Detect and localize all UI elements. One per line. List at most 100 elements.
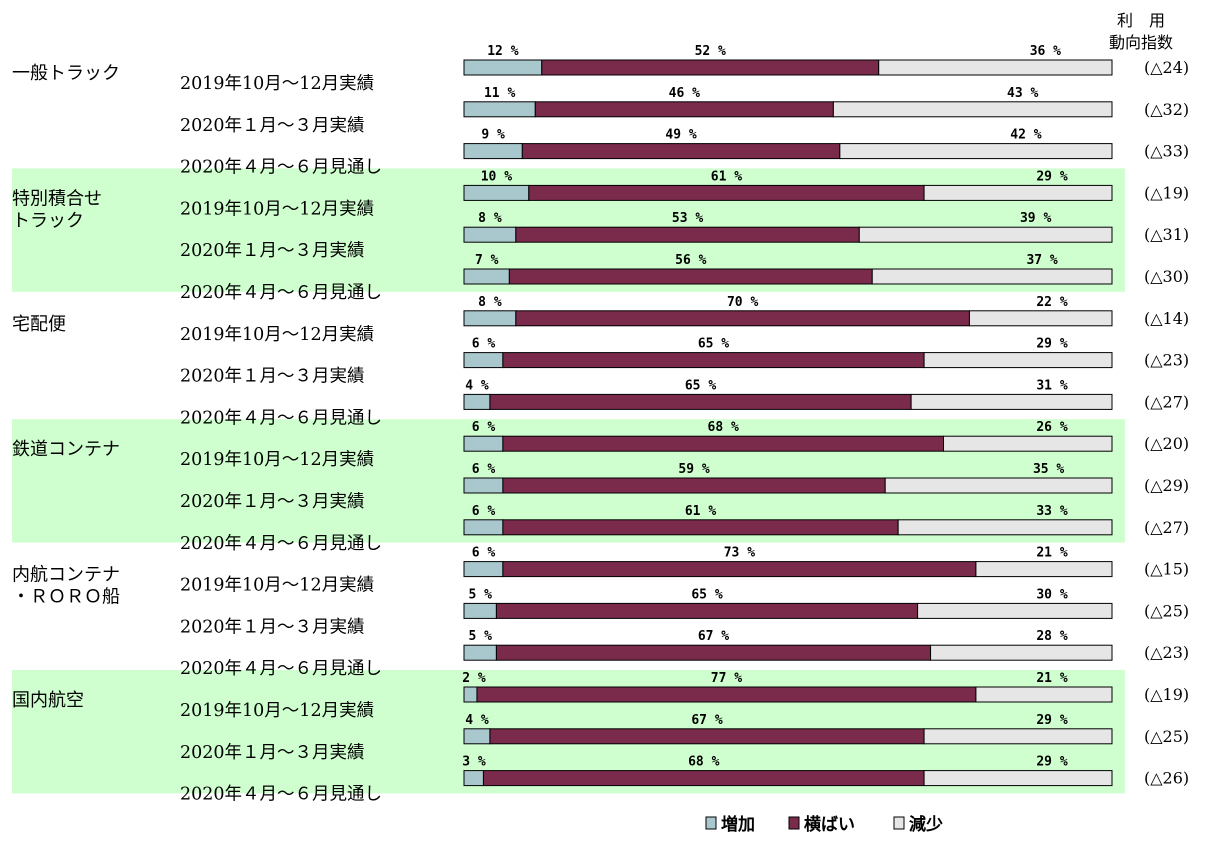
bar-segment-decrease bbox=[897, 519, 1113, 536]
bar-segment-decrease bbox=[923, 728, 1113, 745]
period-label: 2019年10月～12月実績 bbox=[180, 325, 374, 345]
category-label: 内航コンテナ bbox=[12, 565, 120, 586]
bar-segment-decrease bbox=[923, 770, 1113, 787]
bar-segment-flat bbox=[502, 435, 945, 452]
value-label: 21 % bbox=[1036, 671, 1067, 686]
bar-segment-decrease bbox=[968, 310, 1113, 327]
value-label: 5 % bbox=[468, 587, 492, 602]
value-label: 10 % bbox=[481, 169, 512, 184]
bar-segment-increase bbox=[463, 393, 491, 410]
bar-row: 2020年４月～６月見通し 3 % 68 % 29 % (△26) bbox=[180, 755, 1189, 805]
value-label: 30 % bbox=[1036, 587, 1067, 602]
value-label: 11 % bbox=[484, 86, 515, 101]
bar-segment-decrease bbox=[975, 686, 1113, 703]
legend-label: 増加 bbox=[721, 814, 755, 834]
bar-segment-increase bbox=[463, 519, 504, 536]
bar-segment-decrease bbox=[832, 101, 1113, 118]
value-label: 53 % bbox=[672, 211, 703, 226]
bar-segment-decrease bbox=[884, 477, 1113, 494]
period-label: 2020年１月～３月実績 bbox=[180, 492, 365, 512]
bar-segment-flat bbox=[502, 352, 925, 369]
index-value: (△14) bbox=[1144, 309, 1189, 328]
bar-row: 2020年１月～３月実績 4 % 67 % 29 % (△25) bbox=[180, 713, 1189, 763]
bar-segment-decrease bbox=[871, 268, 1113, 285]
bar-segment-increase bbox=[463, 561, 504, 578]
period-label: 2020年４月～６月見通し bbox=[180, 283, 382, 303]
bar-segment-decrease bbox=[923, 352, 1113, 369]
bar-segment-flat bbox=[515, 226, 860, 243]
bar-segment-increase bbox=[463, 352, 504, 369]
bar-row: 2019年10月～12月実績 6 % 68 % 26 % (△20) bbox=[180, 420, 1189, 470]
period-label: 2020年４月～６月見通し bbox=[180, 534, 382, 554]
bar-segment-decrease bbox=[923, 184, 1113, 201]
value-label: 5 % bbox=[468, 629, 492, 644]
value-label: 39 % bbox=[1020, 211, 1051, 226]
value-label: 6 % bbox=[472, 504, 496, 519]
value-label: 56 % bbox=[675, 253, 706, 268]
bar-segment-flat bbox=[528, 184, 925, 201]
index-header: 利 用 動向指数 bbox=[1109, 11, 1173, 52]
index-value: (△15) bbox=[1144, 560, 1189, 579]
category-label: 鉄道コンテナ bbox=[12, 439, 120, 460]
bar-segment-increase bbox=[463, 477, 504, 494]
index-value: (△23) bbox=[1144, 351, 1189, 370]
bar-row: 2019年10月～12月実績 2 % 77 % 21 % (△19) bbox=[180, 671, 1189, 721]
index-header-line1: 利 用 bbox=[1117, 11, 1165, 30]
category-label: 特別積合せ bbox=[12, 188, 102, 209]
value-label: 3 % bbox=[462, 755, 486, 770]
bar-segment-increase bbox=[463, 226, 517, 243]
bar-segment-increase bbox=[463, 310, 517, 327]
value-label: 8 % bbox=[478, 295, 502, 310]
bar-segment-increase bbox=[463, 770, 484, 787]
value-label: 31 % bbox=[1036, 378, 1067, 393]
bar-segment-decrease bbox=[943, 435, 1113, 452]
chart-rows: 一般トラック 2019年10月～12月実績 12 % 52 % 36 % (△24) 202… bbox=[12, 44, 1189, 805]
bar-segment-flat bbox=[541, 59, 880, 76]
value-label: 7 % bbox=[475, 253, 499, 268]
value-label: 77 % bbox=[711, 671, 742, 686]
bar-segment-decrease bbox=[917, 602, 1113, 619]
value-label: 67 % bbox=[691, 713, 722, 728]
bar-segment-flat bbox=[476, 686, 977, 703]
bar-segment-increase bbox=[463, 602, 497, 619]
bar-segment-increase bbox=[463, 268, 510, 285]
category-label: 一般トラック bbox=[12, 63, 120, 84]
value-label: 65 % bbox=[685, 378, 716, 393]
bar-segment-decrease bbox=[930, 644, 1113, 661]
bar-row: 2020年１月～３月実績 6 % 65 % 29 % (△23) bbox=[180, 337, 1189, 387]
bar-segment-increase bbox=[463, 728, 491, 745]
index-value: (△33) bbox=[1144, 142, 1189, 161]
bar-segment-increase bbox=[463, 59, 543, 76]
index-value: (△25) bbox=[1144, 601, 1189, 620]
index-value: (△26) bbox=[1144, 769, 1189, 788]
bar-segment-increase bbox=[463, 101, 536, 118]
bar-segment-decrease bbox=[878, 59, 1113, 76]
value-label: 42 % bbox=[1010, 128, 1041, 143]
value-label: 6 % bbox=[472, 462, 496, 477]
bar-segment-flat bbox=[495, 644, 932, 661]
bar-row: 2020年４月～６月見通し 5 % 67 % 28 % (△23) bbox=[180, 629, 1189, 679]
value-label: 6 % bbox=[472, 337, 496, 352]
value-label: 8 % bbox=[478, 211, 502, 226]
value-label: 29 % bbox=[1036, 755, 1067, 770]
value-label: 65 % bbox=[691, 587, 722, 602]
value-label: 35 % bbox=[1033, 462, 1064, 477]
index-value: (△24) bbox=[1144, 58, 1189, 77]
index-value: (△20) bbox=[1144, 434, 1189, 453]
value-label: 6 % bbox=[472, 546, 496, 561]
value-label: 28 % bbox=[1036, 629, 1067, 644]
category-label: ・ＲＯＲＯ船 bbox=[12, 587, 120, 608]
legend-label: 減少 bbox=[909, 814, 943, 834]
index-value: (△19) bbox=[1144, 183, 1189, 202]
value-label: 9 % bbox=[481, 128, 505, 143]
value-label: 36 % bbox=[1030, 44, 1061, 59]
index-value: (△31) bbox=[1144, 225, 1189, 244]
bar-row: 2020年１月～３月実績 8 % 53 % 39 % (△31) bbox=[180, 211, 1189, 261]
bar-row: 2019年10月～12月実績 6 % 73 % 21 % (△15) bbox=[180, 546, 1189, 596]
chart-legend: 増加 横ばい 減少 bbox=[705, 814, 943, 834]
period-label: 2020年４月～６月見通し bbox=[180, 659, 382, 679]
period-label: 2020年１月～３月実績 bbox=[180, 241, 365, 261]
value-label: 33 % bbox=[1036, 504, 1067, 519]
value-label: 49 % bbox=[665, 128, 696, 143]
value-label: 70 % bbox=[727, 295, 758, 310]
